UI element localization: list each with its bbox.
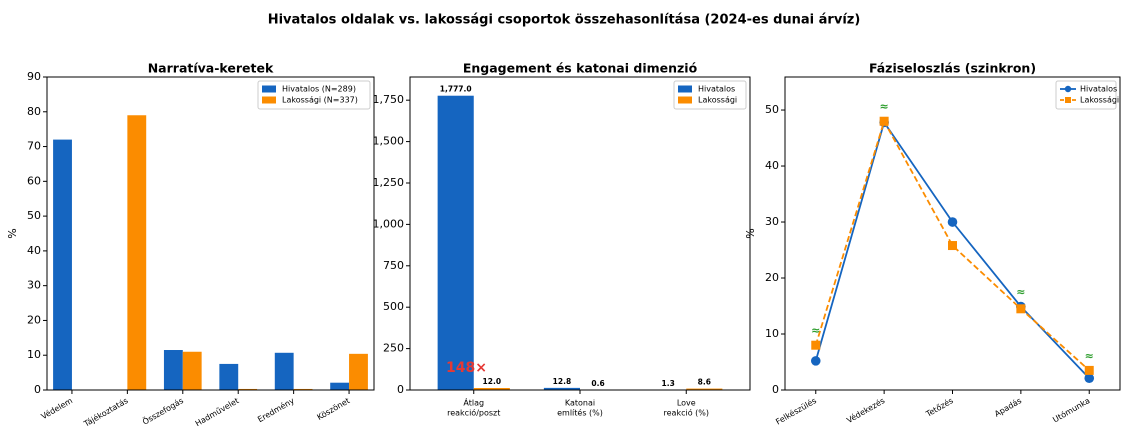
bar [686, 388, 723, 390]
x-tick-label: Eredmény [256, 395, 296, 424]
y-tick-label: 10 [765, 327, 779, 340]
y-tick-label: 20 [765, 271, 779, 284]
x-tick-label: Felkészülés [774, 395, 818, 426]
x-tick-label: Összefogás [141, 395, 186, 426]
legend-label: Hivatalos [1080, 85, 1117, 94]
bar [53, 139, 72, 390]
y-tick-label: 250 [383, 342, 404, 355]
bar [437, 95, 474, 391]
line [814, 120, 1090, 379]
bar [349, 353, 368, 390]
y-tick-label: 0 [397, 383, 404, 396]
marker [810, 356, 821, 366]
y-tick-label: 40 [27, 244, 41, 257]
y-axis-label: % [6, 228, 19, 238]
annotation: 148× [446, 360, 487, 376]
x-tick-label: Védekezés [845, 395, 887, 425]
y-tick-label: 40 [765, 159, 779, 172]
x-tick-label: Katonai [565, 399, 595, 408]
bar [330, 382, 350, 390]
marker [1016, 304, 1026, 314]
y-tick-label: 50 [27, 209, 41, 222]
y-tick-label: 1,000 [373, 217, 405, 230]
y-tick-label: 90 [27, 70, 41, 83]
bar [293, 388, 313, 390]
legend-box [257, 80, 371, 110]
x-tick-label: Apadás [993, 396, 1023, 419]
similarity-marker: ≈ [1016, 286, 1025, 299]
axes-frame [409, 76, 751, 391]
subplot-title: Narratíva-keretek [148, 61, 274, 76]
bar [219, 363, 239, 390]
x-tick-label: említés (%) [557, 408, 603, 418]
marker [1084, 373, 1095, 384]
bar [473, 388, 510, 390]
y-tick-label: 30 [27, 279, 41, 292]
x-tick-label: Köszönet [316, 396, 352, 422]
y-tick-label: 1,750 [373, 93, 405, 106]
bar [238, 388, 258, 390]
y-tick-label: 0 [772, 383, 779, 396]
bar [274, 352, 294, 390]
bar [182, 351, 202, 390]
legend-label: Hivatalos (N=289) [282, 85, 356, 94]
marker [1084, 365, 1094, 375]
subplot-title: Fáziseloszlás (szinkron) [869, 61, 1036, 76]
x-tick-label: Utómunka [1051, 395, 1092, 424]
y-tick-label: 50 [765, 103, 779, 116]
y-tick-label: 60 [27, 174, 41, 187]
legend-label: Lakossági [698, 96, 737, 105]
legend-marker [1064, 85, 1072, 93]
y-tick-label: 1,500 [373, 135, 405, 148]
marker [948, 241, 957, 251]
value-label: 1.3 [662, 379, 675, 388]
axes-frame [784, 76, 1121, 391]
legend-swatch [678, 96, 692, 104]
y-tick-label: 70 [27, 140, 41, 153]
similarity-marker: ≈ [880, 100, 889, 113]
value-label: 1,777.0 [440, 85, 472, 94]
legend-marker [1065, 97, 1071, 103]
x-tick-label: reakció/poszt [447, 408, 500, 418]
similarity-marker: ≈ [811, 324, 820, 337]
y-axis-label: % [744, 228, 757, 238]
legend-swatch [678, 85, 692, 93]
x-tick-label: Hadművelet [194, 396, 241, 426]
x-tick-label: Love [677, 399, 696, 408]
line [814, 118, 1090, 372]
y-tick-label: 0 [34, 383, 41, 396]
similarity-marker: ≈ [1085, 349, 1094, 362]
x-tick-label: reakció (%) [664, 408, 709, 418]
y-tick-label: 500 [383, 300, 404, 313]
x-tick-label: Védelem [39, 395, 74, 421]
marker [811, 340, 821, 350]
value-label: 12.8 [553, 377, 572, 386]
axes-frame [46, 76, 375, 391]
bar [163, 350, 183, 390]
y-tick-label: 750 [383, 259, 404, 272]
legend-swatch [262, 96, 276, 104]
value-label: 8.6 [698, 378, 711, 387]
y-tick-label: 1,250 [373, 176, 405, 189]
y-tick-label: 80 [27, 105, 41, 118]
y-tick-label: 10 [27, 348, 41, 361]
value-label: 12.0 [483, 377, 502, 386]
bar [543, 387, 580, 390]
x-tick-label: Átlag [463, 397, 484, 408]
value-label: 0.6 [591, 379, 604, 388]
subplot-title: Engagement és katonai dimenzió [463, 61, 698, 76]
x-tick-label: Tájékoztatás [81, 395, 130, 426]
y-tick-label: 20 [27, 313, 41, 326]
figure-title: Hivatalos oldalak vs. lakossági csoporto… [268, 13, 861, 28]
legend-label: Lakossági (N=337) [282, 96, 358, 105]
legend-label: Hivatalos [698, 85, 735, 94]
x-tick-label: Tetőzés [923, 395, 955, 419]
y-tick-label: 30 [765, 215, 779, 228]
legend-label: Lakossági [1080, 96, 1119, 105]
marker [947, 217, 958, 227]
marker [879, 116, 889, 126]
bar [127, 115, 147, 390]
legend-swatch [262, 85, 276, 93]
